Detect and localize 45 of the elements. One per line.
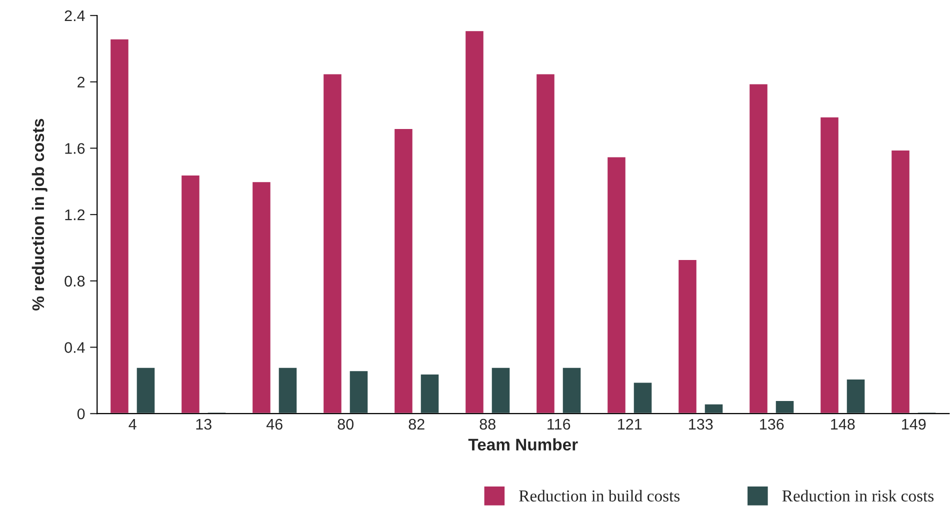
bar	[890, 149, 911, 414]
bar	[490, 366, 512, 414]
bar	[606, 156, 627, 414]
y-tick-label: 2.4	[64, 10, 85, 22]
y-tick-label: 1.6	[65, 143, 85, 154]
bar	[180, 174, 201, 414]
bar	[535, 72, 556, 414]
x-tick-label: 148	[831, 418, 855, 430]
bar	[774, 400, 796, 414]
bar	[419, 373, 440, 414]
bar	[819, 116, 840, 414]
legend-label: Reduction in risk costs	[782, 490, 934, 502]
y-tick-label: 0	[77, 408, 85, 420]
x-tick-label: 88	[480, 418, 496, 430]
bar	[277, 366, 298, 414]
bar	[109, 38, 130, 414]
bar	[561, 366, 582, 414]
x-tick-label: 121	[618, 418, 642, 430]
y-tick-label: 0.4	[64, 342, 85, 353]
bar	[135, 366, 156, 414]
x-tick-label: 136	[760, 418, 784, 430]
x-tick-label: 80	[338, 418, 354, 430]
y-tick-label: 1.2	[65, 209, 85, 220]
x-tick-label: 46	[266, 418, 282, 430]
bar	[845, 378, 866, 414]
x-tick-label: 149	[902, 418, 926, 430]
x-tick-label: 116	[548, 418, 570, 430]
y-tick-label: 2	[78, 76, 85, 88]
x-tick-label: 82	[408, 418, 424, 430]
y-tick-label: 0.8	[64, 276, 85, 287]
bar	[677, 258, 698, 414]
bar	[632, 381, 654, 414]
legend-label: Reduction in build costs	[519, 490, 680, 502]
x-tick-label: 4	[128, 419, 136, 430]
bar	[322, 72, 343, 414]
bar	[348, 370, 370, 414]
y-axis-title: % reduction in job costs	[32, 118, 48, 310]
bar	[251, 180, 272, 414]
x-tick-label: 133	[689, 418, 713, 430]
bar	[748, 82, 769, 414]
x-tick-label: 13	[196, 418, 212, 430]
bar	[393, 128, 414, 414]
x-axis-title: Team Number	[468, 438, 578, 450]
bar	[464, 30, 485, 414]
bar	[703, 402, 724, 414]
